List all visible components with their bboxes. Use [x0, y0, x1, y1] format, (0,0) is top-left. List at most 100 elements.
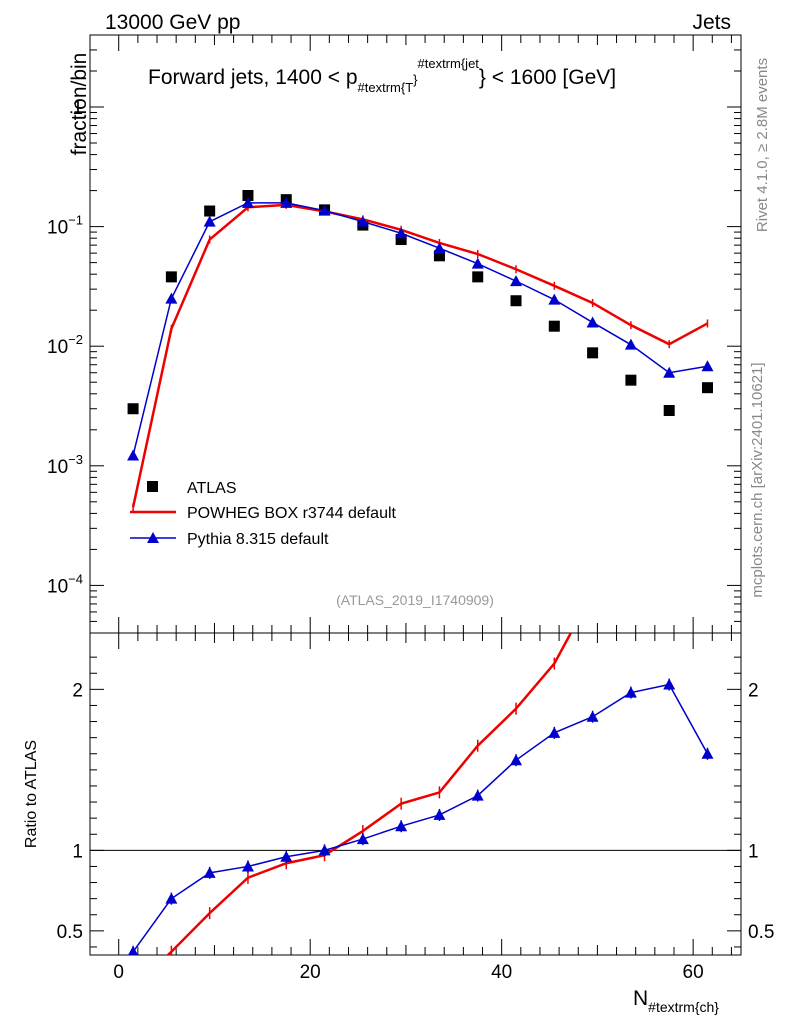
powheg-line: [131, 203, 709, 508]
legend: ATLAS POWHEG BOX r3744 default Pythia 8.…: [130, 480, 397, 548]
title-prefix: Forward jets, 1400 < p: [148, 66, 358, 89]
ratio-y-tick-label-left: 2: [72, 680, 83, 701]
main-y-tick-base: 10: [47, 457, 68, 478]
pythia-data-point: [280, 196, 293, 208]
x-tick-label: 0: [113, 962, 124, 983]
pythia-data-point: [203, 215, 216, 227]
atlas-data-point: [587, 347, 599, 359]
main-axes: 110−110−210−310−4: [47, 34, 741, 634]
atlas-data-point: [204, 205, 216, 217]
main-y-tick-exp: −3: [68, 452, 83, 467]
atlas-data-point: [433, 250, 445, 262]
main-y-tick-label: 10−2: [47, 332, 83, 358]
ratio-y-tick-label-right: 1: [748, 841, 759, 862]
energy-label: 13000 GeV pp: [105, 11, 240, 34]
pythia-data-point: [624, 338, 637, 350]
pythia-ratio-point: [395, 820, 408, 832]
pythia-ratio-point: [128, 945, 139, 955]
analysis-id: (ATLAS_2019_I1740909): [336, 592, 494, 608]
pythia-data-point: [586, 316, 599, 328]
ratio-plot-frame: [89, 632, 742, 956]
main-series: [127, 190, 714, 512]
main-y-tick-label: 10−3: [47, 452, 83, 478]
x-tick-label: 60: [683, 962, 704, 983]
pythia-ratio-point: [663, 678, 676, 690]
main-y-tick-label: 1: [72, 98, 83, 119]
atlas-data-point: [548, 320, 560, 332]
atlas-data-point: [242, 190, 254, 202]
ratio-ylabel: Ratio to ATLAS: [23, 740, 40, 848]
title-sup-jet: #textrm{jet: [418, 56, 480, 71]
main-y-tick-label: 10−4: [47, 571, 83, 597]
atlas-data-point: [663, 405, 675, 417]
pythia-ratio-point: [433, 808, 446, 820]
ratio-y-tick-label-left: 0.5: [57, 922, 83, 943]
pythia-data-point: [701, 360, 714, 372]
pythia-data-point: [165, 292, 178, 304]
pythia-data-point: [356, 215, 369, 227]
title-suffix: } < 1600 [GeV]: [479, 66, 616, 89]
pythia-data-point: [510, 275, 523, 287]
legend-marker-pythia: [147, 532, 159, 543]
x-tick-label: 20: [300, 962, 321, 983]
side-rivet-label: Rivet 4.1.0, ≥ 2.8M events: [754, 58, 771, 232]
pythia-ratio-point: [356, 833, 369, 845]
pythia-ratio-point: [318, 844, 331, 856]
pythia-ratio-point: [624, 686, 637, 698]
main-y-tick-base: 10: [47, 218, 68, 239]
pythia-data-point: [663, 366, 676, 378]
ratio-y-tick-label-right: 2: [748, 680, 759, 701]
plot-title: Forward jets, 1400 < p#textrm{T}#textrm{…: [148, 56, 616, 95]
xlabel-sub: #textrm{ch}: [648, 999, 719, 1015]
pythia-ratio-point: [586, 710, 599, 722]
main-y-tick-base: 10: [47, 337, 68, 358]
legend-label-atlas: ATLAS: [187, 480, 237, 497]
side-mcplots-label: mcplots.cern.ch [arXiv:2401.10621]: [749, 362, 766, 597]
pythia-data-point: [241, 196, 254, 208]
category-label: Jets: [692, 11, 731, 34]
legend-marker-atlas: [147, 481, 158, 492]
atlas-data-point: [625, 374, 637, 386]
pythia-line: [132, 202, 708, 456]
pythia-data-point: [433, 242, 446, 254]
main-ylabel: fraction/bin: [68, 53, 91, 156]
pythia-data-point: [548, 293, 561, 305]
atlas-data-point: [395, 234, 407, 246]
main-y-tick-label: 10−1: [47, 213, 83, 239]
x-tick-label: 40: [491, 962, 512, 983]
main-y-tick-base: 1: [72, 98, 83, 119]
main-y-tick-exp: −2: [68, 332, 83, 347]
atlas-data-point: [701, 382, 713, 394]
legend-label-powheg: POWHEG BOX r3744 default: [187, 505, 397, 522]
pythia-data-point: [127, 449, 140, 461]
pythia-data-point: [471, 257, 484, 269]
pythia-ratio-point: [471, 789, 484, 801]
xlabel-main: N: [633, 987, 648, 1010]
main-y-tick-exp: −1: [68, 213, 83, 228]
title-sub-t: #textrm{T: [358, 80, 414, 95]
pythia-ratio-point: [165, 892, 178, 904]
main-y-tick-exp: −4: [68, 571, 83, 586]
atlas-data-point: [510, 295, 522, 307]
ratio-series: [128, 633, 714, 955]
atlas-data-point: [127, 403, 139, 415]
pythia-ratio-point: [548, 726, 561, 738]
pythia-data-point: [318, 204, 331, 216]
legend-label-pythia: Pythia 8.315 default: [187, 531, 329, 548]
atlas-data-point: [472, 271, 484, 283]
ratio-axes: 0 20 40 60 0.5 0.5 1 1 2 2: [57, 633, 774, 983]
main-y-tick-base: 10: [47, 576, 68, 597]
title-brace: }: [413, 72, 418, 87]
ratio-y-tick-label-left: 1: [72, 841, 83, 862]
pythia-ratio-point: [701, 747, 714, 759]
powheg-ratio-line: [166, 633, 573, 955]
pythia-ratio-point: [280, 850, 293, 862]
pythia-ratio-point: [241, 860, 254, 872]
ratio-y-tick-label-right: 0.5: [748, 922, 774, 943]
pythia-ratio-point: [203, 866, 216, 878]
atlas-data-point: [165, 271, 177, 283]
pythia-data-point: [395, 227, 408, 239]
pythia-ratio-line: [132, 683, 709, 953]
ratio-xlabel: N#textrm{ch}: [633, 987, 719, 1015]
